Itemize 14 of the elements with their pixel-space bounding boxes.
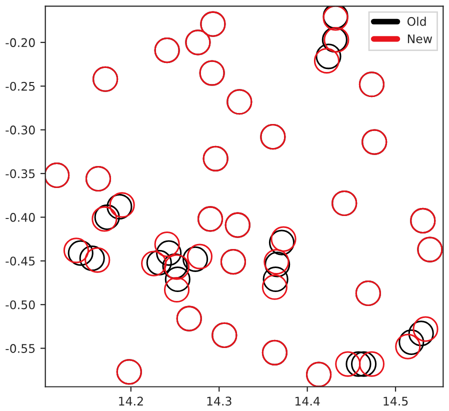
y-tick-label: -0.35 <box>6 169 35 178</box>
x-tick-label: 14.3 <box>207 396 232 406</box>
y-tick-label: -0.50 <box>6 300 35 310</box>
legend-label: New <box>408 34 432 44</box>
legend-label: Old <box>407 16 426 26</box>
x-tick-label: 14.5 <box>384 396 408 406</box>
x-tick-label: 14.2 <box>119 396 143 406</box>
y-tick-label: -0.25 <box>6 82 35 91</box>
x-tick-label: 14.4 <box>295 396 320 406</box>
y-tick-label: -0.55 <box>6 344 35 353</box>
y-tick-label: -0.20 <box>6 38 35 48</box>
y-tick-label: -0.45 <box>6 256 35 266</box>
y-tick-label: -0.30 <box>6 126 35 134</box>
y-tick-label: -0.40 <box>6 212 35 222</box>
